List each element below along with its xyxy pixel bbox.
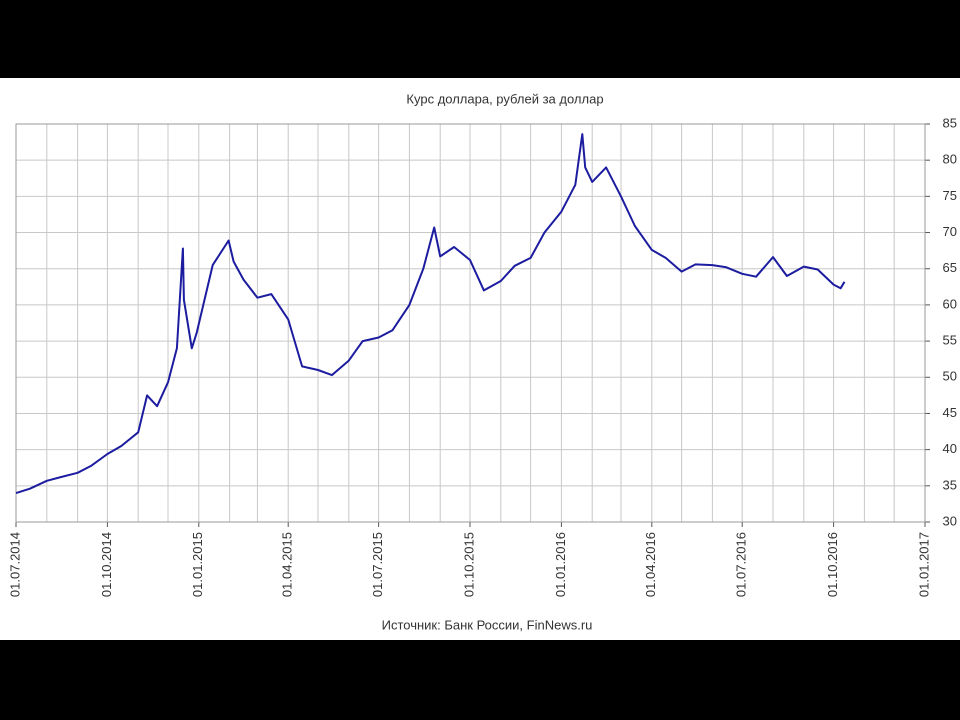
- source: Источник: Банк России, FinNews.ru: [382, 617, 593, 632]
- x-tick-label: 01.10.2016: [825, 532, 840, 597]
- x-tick-label: 01.07.2016: [734, 532, 749, 597]
- y-tick-label: 50: [943, 369, 957, 384]
- plot-frame: [15, 123, 926, 523]
- x-tick-label: 01.04.2016: [643, 532, 658, 597]
- y-tick-label: 85: [943, 115, 957, 130]
- y-tick-label: 40: [943, 441, 957, 456]
- y-tick-label: 60: [943, 296, 957, 311]
- chart-background: [0, 78, 960, 640]
- x-tick-label: 01.10.2014: [99, 532, 114, 597]
- y-tick-label: 80: [943, 152, 957, 167]
- x-tick-label: 01.01.2015: [190, 532, 205, 597]
- y-tick-label: 35: [943, 477, 957, 492]
- data-line: [15, 133, 846, 495]
- x-tick-label: 01.01.2016: [553, 532, 568, 597]
- y-tick-label: 65: [943, 260, 957, 275]
- x-tick-label: 01.01.2017: [916, 532, 931, 597]
- x-tick-label: 01.04.2015: [280, 532, 295, 597]
- y-tick-label: 75: [943, 188, 957, 203]
- y-tick-label: 30: [943, 513, 957, 528]
- y-tick-label: 55: [943, 333, 957, 348]
- y-tick-label: 70: [943, 224, 957, 239]
- x-tick-label: 01.10.2015: [461, 532, 476, 597]
- x-tick-label: 01.07.2015: [370, 532, 385, 597]
- y-tick-label: 45: [943, 405, 957, 420]
- x-tick-label: 01.07.2014: [7, 532, 22, 597]
- chart-title: Курс доллара, рублей за доллар: [406, 91, 603, 106]
